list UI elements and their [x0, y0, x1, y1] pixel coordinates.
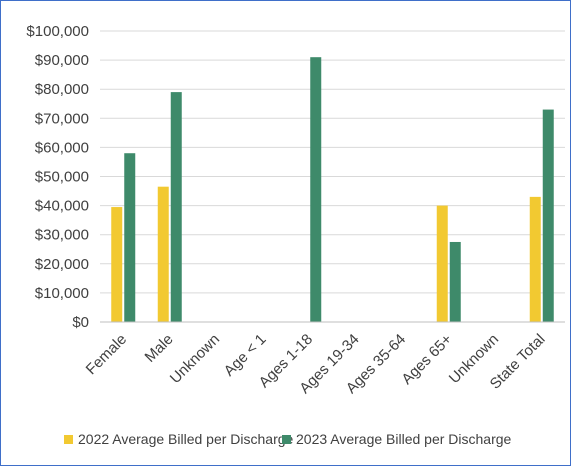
- y-tick-label: $40,000: [35, 198, 89, 215]
- y-tick-label: $30,000: [35, 227, 89, 244]
- bar-2023-7: [449, 241, 461, 322]
- legend: 2022 Average Billed per Discharge 2023 Av…: [64, 431, 512, 447]
- y-tick-label: $60,000: [35, 139, 89, 156]
- y-tick-label: $0: [72, 314, 89, 331]
- bar-2022-0: [111, 207, 123, 322]
- bar-2023-4: [310, 57, 322, 322]
- gridlines: [100, 30, 565, 294]
- legend-label: 2022 Average Billed per Discharge: [78, 431, 294, 447]
- x-category-label: Unknown: [167, 331, 223, 387]
- bar-2022-9: [529, 196, 541, 322]
- bar-2023-1: [170, 92, 182, 322]
- x-category-label: Female: [83, 331, 130, 378]
- y-tick-label: $10,000: [35, 285, 89, 302]
- legend-swatch: [64, 435, 73, 444]
- bars: [111, 57, 554, 322]
- y-tick-label: $70,000: [35, 110, 89, 127]
- y-tick-label: $80,000: [35, 81, 89, 98]
- legend-label: 2023 Average Billed per Discharge: [296, 431, 512, 447]
- y-tick-label: $20,000: [35, 256, 89, 273]
- bar-2023-0: [124, 153, 136, 322]
- y-tick-label: $100,000: [26, 23, 89, 40]
- bar-2023-9: [542, 109, 554, 322]
- x-category-label: Ages 65+: [398, 331, 455, 388]
- y-axis-tick-labels: $0 $10,000 $20,000 $30,000 $40,000 $50,000 $60…: [26, 23, 89, 331]
- y-tick-label: $90,000: [35, 52, 89, 69]
- bar-2022-1: [157, 186, 169, 322]
- bar-2022-7: [436, 205, 448, 322]
- y-tick-label: $50,000: [35, 169, 89, 186]
- legend-swatch: [282, 435, 291, 444]
- x-category-label: Male: [142, 331, 177, 366]
